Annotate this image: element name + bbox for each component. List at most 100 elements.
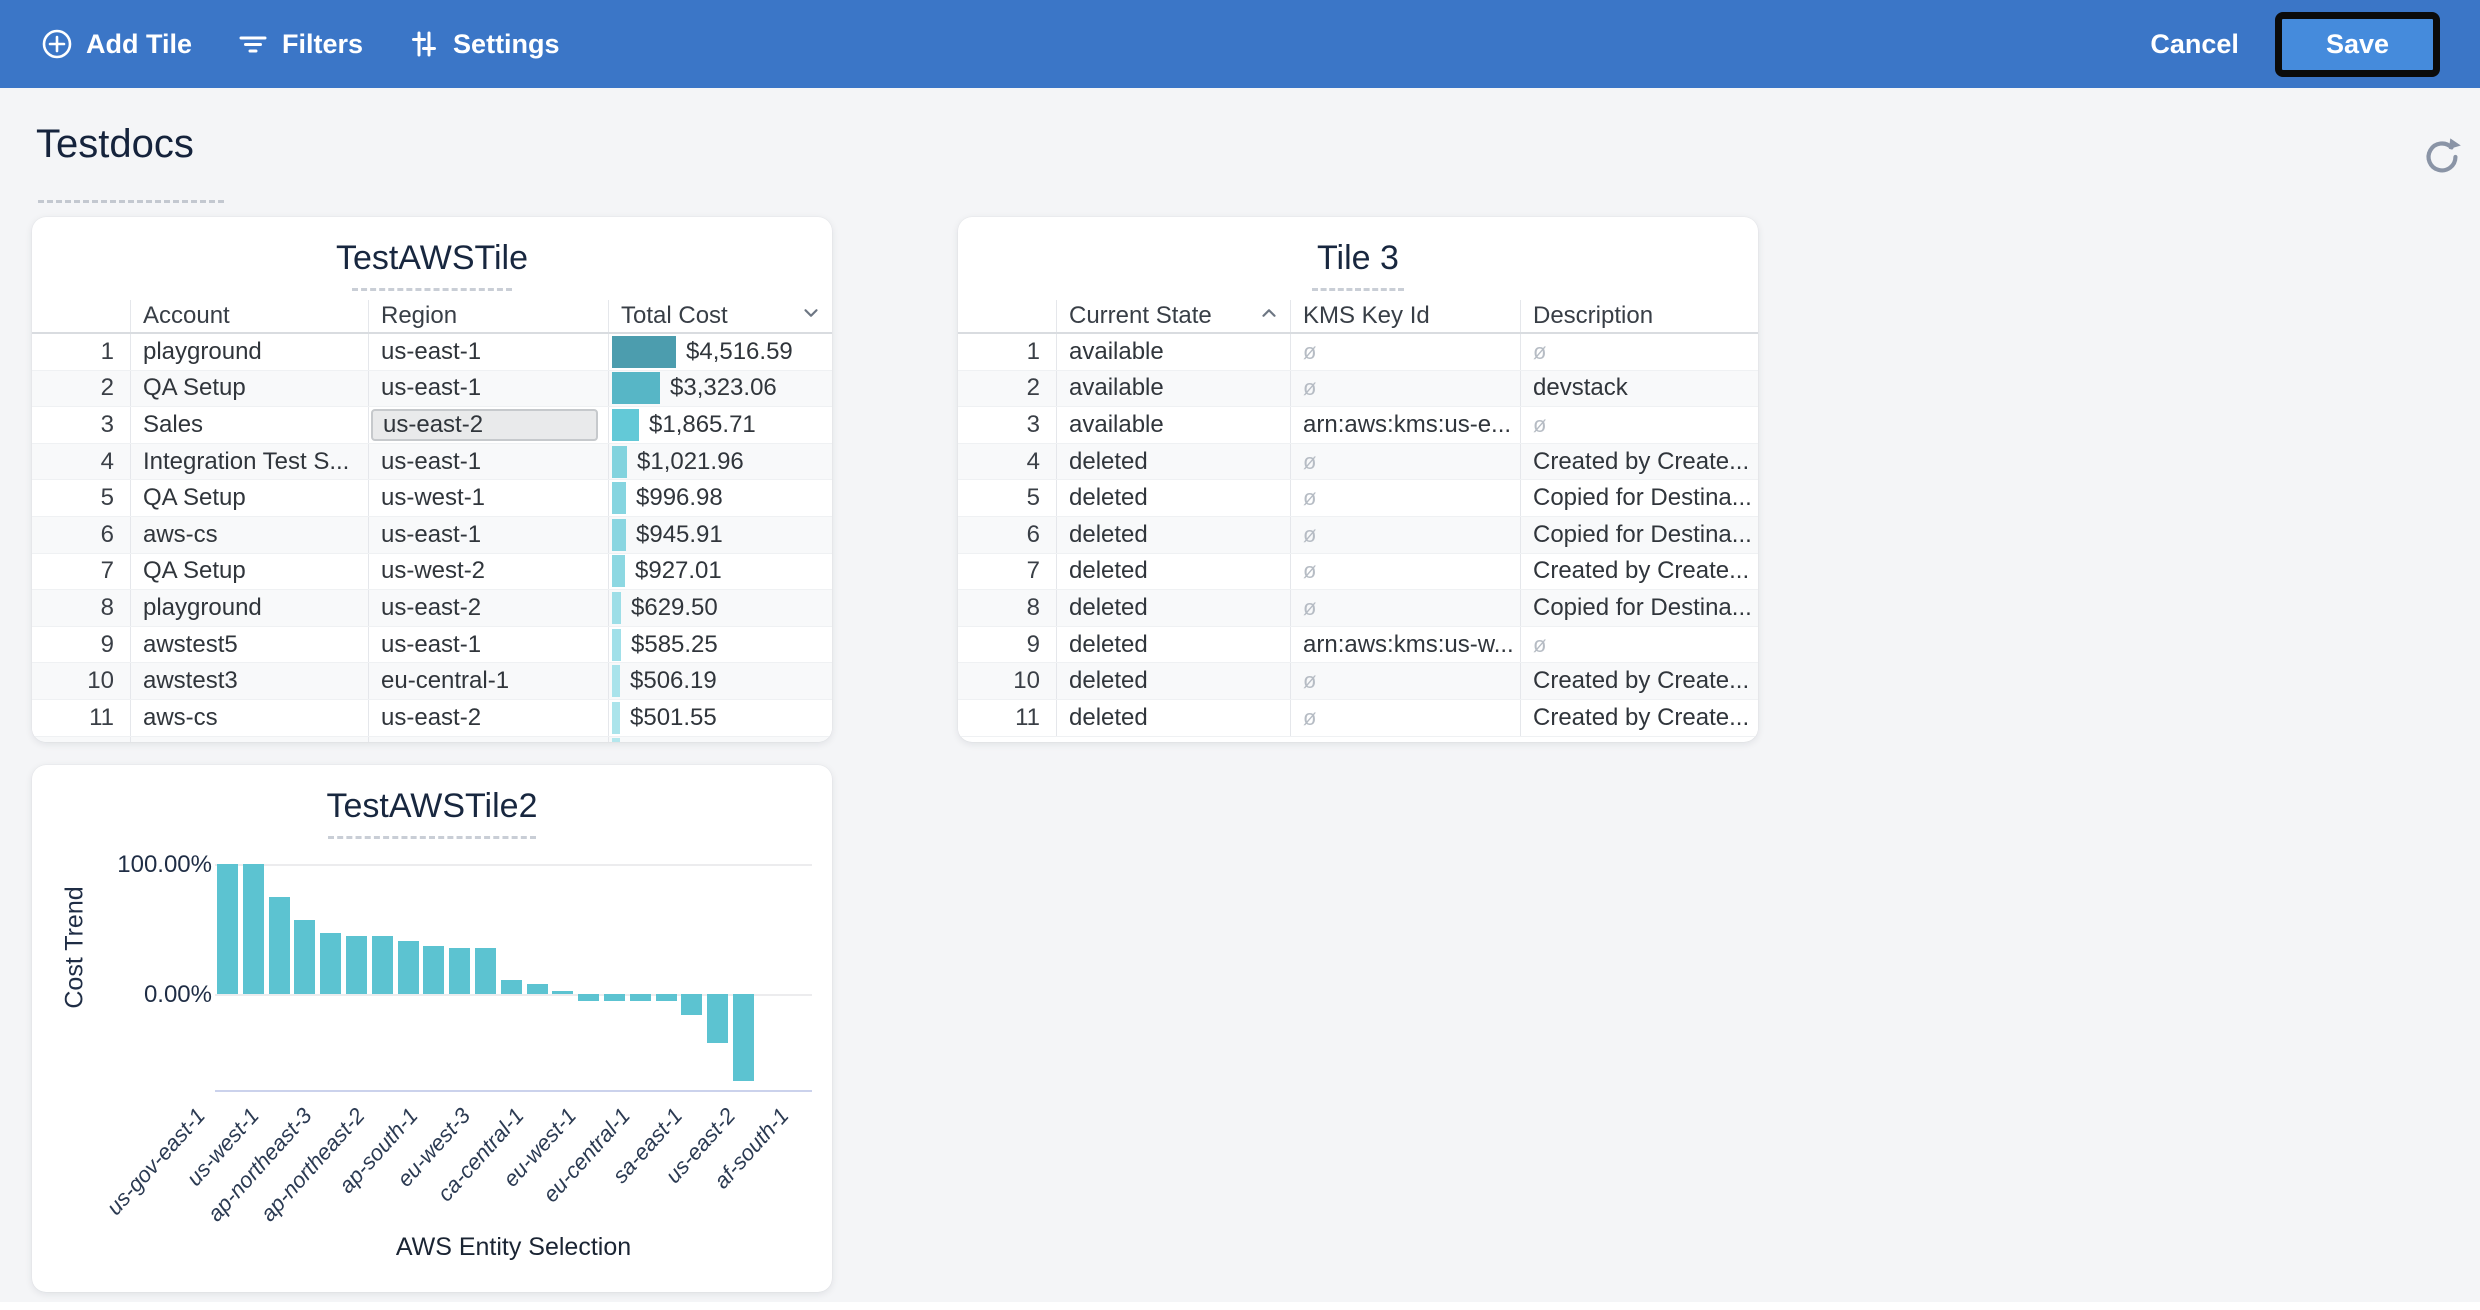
column-header-region[interactable]: Region xyxy=(368,300,608,332)
row-number: 6 xyxy=(100,520,114,548)
table-row[interactable]: 6 aws-cs us-east-1 $945.91 xyxy=(32,516,832,554)
cell-kms: ø xyxy=(1290,663,1520,699)
cell-account: Integration Test S... xyxy=(130,443,368,480)
cell-region: us-east-1 xyxy=(368,626,608,663)
cancel-button[interactable]: Cancel xyxy=(2150,28,2239,59)
table-row[interactable] xyxy=(32,736,832,742)
table-row[interactable]: 10 deleted ø Created by Create... xyxy=(958,663,1758,700)
sliders-icon xyxy=(407,27,441,61)
chart-bar[interactable] xyxy=(552,990,574,994)
cell-total-cost: $1,021.96 xyxy=(608,443,832,480)
chart-bar[interactable] xyxy=(346,935,367,994)
chart-bar[interactable] xyxy=(371,935,393,994)
column-header-total-cost[interactable]: Total Cost xyxy=(608,300,832,332)
cell-region: us-east-1 xyxy=(368,516,608,553)
table-row[interactable]: 4 deleted ø Created by Create... xyxy=(958,443,1758,481)
cell-region: us-east-1 xyxy=(368,370,608,407)
row-number: 4 xyxy=(1026,447,1040,475)
chart-bar[interactable] xyxy=(578,994,600,1001)
column-header-current-state[interactable]: Current State xyxy=(1056,300,1290,332)
chevron-down-icon xyxy=(800,302,822,331)
chart-bar[interactable] xyxy=(526,984,548,994)
selected-cell[interactable]: us-east-2 xyxy=(371,408,598,441)
cell-desc: devstack xyxy=(1520,370,1758,407)
cell-state: deleted xyxy=(1056,699,1290,736)
row-number-header xyxy=(958,300,1056,332)
chart-bar[interactable] xyxy=(604,994,625,1001)
tile-title[interactable]: TestAWSTile2 xyxy=(326,787,538,825)
chart-bar[interactable] xyxy=(294,919,316,994)
chart-bar[interactable] xyxy=(707,994,729,1044)
column-header-label: Current State xyxy=(1069,302,1212,329)
null-symbol: ø xyxy=(1303,594,1317,620)
column-header-label: Account xyxy=(143,302,230,329)
column-header-account[interactable]: Account xyxy=(130,300,368,332)
filters-button[interactable]: Filters xyxy=(236,27,363,61)
chart-bar[interactable] xyxy=(655,994,677,1001)
tile-title-underline xyxy=(352,288,512,291)
table-row[interactable]: 11 aws-cs us-east-2 $501.55 xyxy=(32,699,832,737)
table-row[interactable]: 8 playground us-east-2 $629.50 xyxy=(32,590,832,627)
cost-data-bar xyxy=(612,665,620,698)
table-row[interactable]: 5 deleted ø Copied for Destina... xyxy=(958,480,1758,517)
chart-bar[interactable] xyxy=(217,864,238,994)
null-symbol: ø xyxy=(1303,338,1317,364)
table-row[interactable]: 1 playground us-east-1 $4,516.59 xyxy=(32,334,832,371)
cell-state: available xyxy=(1056,370,1290,407)
chart-bar[interactable] xyxy=(268,896,290,994)
chart-bar[interactable] xyxy=(320,932,342,994)
chart-bar[interactable] xyxy=(423,945,445,994)
cell-region: us-west-2 xyxy=(368,553,608,590)
cost-data-bar xyxy=(612,335,676,368)
row-number xyxy=(32,737,130,742)
refresh-button[interactable] xyxy=(2418,134,2466,182)
add-tile-button[interactable]: Add Tile xyxy=(40,27,192,61)
tile-title-underline xyxy=(328,836,536,839)
table-header-row: Account Region Total Cost xyxy=(32,300,832,334)
column-header-label: Region xyxy=(381,302,458,329)
column-header-description[interactable]: Description xyxy=(1520,300,1758,332)
table-row[interactable]: 4 Integration Test S... us-east-1 $1,021.96 xyxy=(32,443,832,481)
x-axis-title: AWS Entity Selection xyxy=(395,1233,632,1261)
table-row[interactable]: 9 deleted arn:aws:kms:us-w... ø xyxy=(958,626,1758,664)
table-row[interactable]: 9 awstest5 us-east-1 $585.25 xyxy=(32,626,832,664)
cell-kms: ø xyxy=(1290,370,1520,407)
chart-bar[interactable] xyxy=(500,980,522,994)
table-row[interactable]: 5 QA Setup us-west-1 $996.98 xyxy=(32,480,832,517)
table-row[interactable]: 1 available ø ø xyxy=(958,334,1758,371)
cell-region: us-east-2 xyxy=(368,699,608,736)
table-row[interactable]: 6 deleted ø Copied for Destina... xyxy=(958,516,1758,554)
chart-bar[interactable] xyxy=(629,994,651,1001)
add-tile-label: Add Tile xyxy=(86,28,193,59)
tile-testawstile: TestAWSTile Account Region Total Cost 1 play… xyxy=(32,217,832,742)
row-number: 10 xyxy=(1013,667,1040,695)
settings-button[interactable]: Settings xyxy=(407,27,560,61)
chart-bar[interactable] xyxy=(397,940,419,994)
table-row[interactable]: 7 QA Setup us-west-2 $927.01 xyxy=(32,553,832,591)
topbar: Add Tile Filters Settings Cancel Save xyxy=(0,0,2480,88)
table-row[interactable]: 8 deleted ø Copied for Destina... xyxy=(958,590,1758,627)
table-row[interactable]: 2 QA Setup us-east-1 $3,323.06 xyxy=(32,370,832,408)
tile-title[interactable]: TestAWSTile xyxy=(335,239,529,277)
table-row[interactable]: 7 deleted ø Created by Create... xyxy=(958,553,1758,591)
table-row[interactable]: 3 Sales us-east-2 $1,865.71 xyxy=(32,407,832,444)
table-row[interactable]: 10 awstest3 eu-central-1 $506.19 xyxy=(32,663,832,700)
row-number: 1 xyxy=(1026,337,1040,365)
row-number: 8 xyxy=(100,593,114,621)
page-title[interactable]: Testdocs xyxy=(36,122,194,166)
chart-bar[interactable] xyxy=(733,994,754,1082)
chart-bar[interactable] xyxy=(681,994,703,1015)
row-number: 3 xyxy=(1026,410,1040,438)
tile3-table: Current State KMS Key Id Description 1 avail… xyxy=(958,300,1758,742)
chart-bar[interactable] xyxy=(475,947,496,994)
cost-data-bar xyxy=(612,445,627,478)
table-row[interactable]: 3 available arn:aws:kms:us-e... ø xyxy=(958,407,1758,444)
save-button[interactable]: Save xyxy=(2274,11,2440,77)
chart-bar[interactable] xyxy=(449,947,471,994)
column-header-kms-key-id[interactable]: KMS Key Id xyxy=(1290,300,1520,332)
chart-bar[interactable] xyxy=(242,864,264,994)
cost-value: $927.01 xyxy=(635,557,722,585)
tile-title[interactable]: Tile 3 xyxy=(1317,239,1399,277)
table-row[interactable]: 11 deleted ø Created by Create... xyxy=(958,699,1758,737)
table-row[interactable]: 2 available ø devstack xyxy=(958,370,1758,408)
